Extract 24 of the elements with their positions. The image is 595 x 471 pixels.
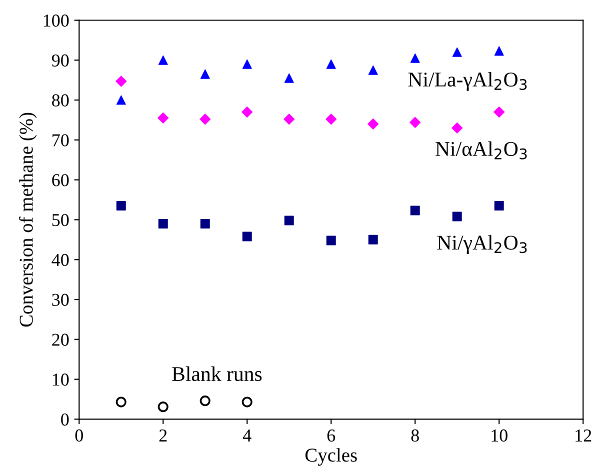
- y-tick-label: 80: [52, 94, 69, 106]
- y-tick-label: 100: [44, 14, 69, 27]
- y-tick-label: 20: [52, 334, 69, 346]
- x-axis-title: Cycles: [305, 448, 357, 466]
- series-label: Ni/La-γAl$_{2}$O$_{3}$: [408, 72, 527, 91]
- x-tick-label: 8: [411, 429, 419, 442]
- x-tick-label: 12: [576, 429, 592, 442]
- series-label: Blank runs: [172, 366, 262, 382]
- y-tick-label: 90: [52, 54, 69, 67]
- y-tick-label: 0: [61, 413, 69, 426]
- x-tick-label: 4: [242, 430, 252, 442]
- x-tick-label: 6: [327, 429, 336, 442]
- y-tick-label: 70: [52, 134, 69, 146]
- y-tick-label: 30: [52, 294, 69, 306]
- y-tick-label: 40: [52, 254, 69, 266]
- x-tick-label: 10: [492, 429, 508, 442]
- y-tick-label: 50: [52, 214, 69, 226]
- series-label: Ni/γAl$_{2}$O$_{3}$: [437, 235, 527, 254]
- x-tick-label: 0: [75, 429, 83, 442]
- y-tick-label: 60: [52, 174, 69, 186]
- series-label: Ni/αAl$_{2}$O$_{3}$: [436, 141, 527, 160]
- x-tick-label: 2: [159, 429, 167, 442]
- y-axis-title: Conversion of methane (%): [18, 112, 37, 327]
- y-tick-label: 10: [52, 374, 69, 386]
